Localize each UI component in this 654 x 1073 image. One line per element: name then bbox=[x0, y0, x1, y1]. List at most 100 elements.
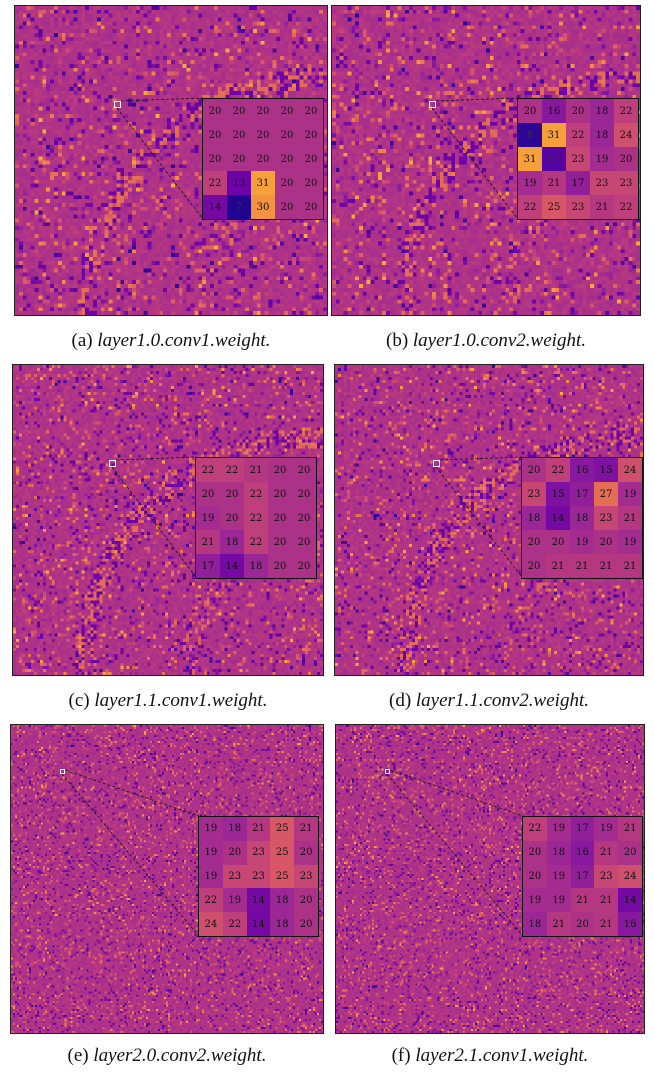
grid-cell: 20 bbox=[570, 912, 595, 936]
grid-cell: 21 bbox=[546, 554, 570, 578]
grid-cell: 19 bbox=[222, 888, 247, 913]
grid-cell: 19 bbox=[196, 506, 220, 530]
grid-cell: 19 bbox=[199, 864, 223, 889]
grid-cell: 22 bbox=[546, 458, 570, 482]
grid-cell: 20 bbox=[566, 99, 590, 123]
grid-cell: 20 bbox=[251, 99, 275, 123]
grid-cell: 20 bbox=[275, 195, 299, 219]
grid-cell: 25 bbox=[270, 840, 295, 865]
grid-cell: 19 bbox=[523, 888, 547, 913]
grid-cell: 18 bbox=[220, 530, 244, 554]
grid-cell: 19 bbox=[618, 530, 642, 554]
grid-cell: 21 bbox=[570, 554, 594, 578]
grid-cell: 20 bbox=[203, 123, 227, 147]
grid-cell: 21 bbox=[542, 171, 566, 195]
grid-cell: 20 bbox=[294, 888, 318, 913]
grid-cell: 20 bbox=[196, 482, 220, 506]
grid-cell: 14 bbox=[203, 195, 227, 219]
grid-cell: 20 bbox=[294, 840, 318, 865]
grid-cell: 30 bbox=[251, 195, 275, 219]
grid-cell: 22 bbox=[222, 912, 247, 936]
grid-cell: 20 bbox=[594, 530, 618, 554]
zoom-inset-grid-c: 22 22 21 20 20 20 20 22 20 20 19 20 22 20 20 21 18 22 20 20… bbox=[195, 457, 317, 579]
caption-label-c: (c) bbox=[68, 690, 90, 711]
grid-cell: 20 bbox=[292, 482, 316, 506]
grid-cell: 20 bbox=[299, 171, 323, 195]
zoom-inset-grid-a: 20 20 20 20 20 20 20 20 20 20 20 20 20 20 20 22 13 31 20 20… bbox=[202, 98, 324, 220]
grid-cell: 23 bbox=[522, 482, 546, 506]
grid-cell: 18 bbox=[270, 912, 295, 936]
grid-cell: 19 bbox=[570, 530, 594, 554]
grid-cell: 25 bbox=[270, 817, 295, 841]
grid-cell: 25 bbox=[542, 195, 566, 219]
grid-cell: 20 bbox=[227, 99, 251, 123]
grid-cell: 22 bbox=[244, 530, 268, 554]
grid-cell: 20 bbox=[292, 530, 316, 554]
caption-name-a: layer1.0.conv1.weight. bbox=[97, 330, 271, 351]
grid-cell: 21 bbox=[590, 195, 614, 219]
caption-label-a: (a) bbox=[71, 330, 93, 351]
grid-cell: 19 bbox=[590, 147, 614, 171]
caption-name-d: layer1.1.conv2.weight. bbox=[415, 690, 589, 711]
grid-cell: 23 bbox=[566, 147, 590, 171]
grid-cell: 22 bbox=[220, 458, 244, 482]
grid-cell: 18 bbox=[522, 506, 546, 530]
grid-cell: 19 bbox=[618, 482, 642, 506]
grid-cell: 17 bbox=[566, 171, 590, 195]
grid-cell: 21 bbox=[594, 840, 619, 865]
grid-cell: 20 bbox=[220, 482, 244, 506]
caption-a: (a) layer1.0.conv1.weight. bbox=[14, 330, 328, 352]
grid-cell: 20 bbox=[294, 912, 318, 936]
grid-cell: 20 bbox=[299, 195, 323, 219]
grid-cell: 22 bbox=[614, 99, 638, 123]
zoom-inset-grid-f: 22 19 17 19 21 20 18 16 21 20 20 19 17 23 24 19 19 21 21 14… bbox=[522, 816, 643, 937]
grid-cell: 20 bbox=[292, 458, 316, 482]
grid-cell: 20 bbox=[222, 840, 247, 865]
grid-cell: 21 bbox=[246, 817, 271, 841]
grid-cell: 20 bbox=[268, 458, 292, 482]
grid-cell: 18 bbox=[244, 554, 268, 578]
grid-cell: 24 bbox=[199, 912, 223, 936]
grid-cell: 18 bbox=[222, 817, 247, 841]
grid-cell: 21 bbox=[546, 912, 571, 936]
grid-cell: 14 bbox=[618, 888, 642, 913]
grid-cell: 20 bbox=[275, 123, 299, 147]
grid-cell: 25 bbox=[270, 864, 295, 889]
grid-cell: 21 bbox=[594, 888, 619, 913]
grid-cell: 22 bbox=[614, 195, 638, 219]
grid-cell: 23 bbox=[590, 171, 614, 195]
grid-cell: 20 bbox=[268, 482, 292, 506]
grid-cell: 21 bbox=[618, 554, 642, 578]
grid-cell: 19 bbox=[594, 817, 619, 841]
grid-cell: 27 bbox=[594, 482, 618, 506]
grid-cell: 31 bbox=[542, 123, 566, 147]
caption-label-b: (b) bbox=[386, 330, 409, 351]
grid-cell: 19 bbox=[199, 817, 223, 841]
caption-e: (e) layer2.0.conv2.weight. bbox=[10, 1045, 324, 1067]
grid-cell: 14 bbox=[246, 912, 271, 936]
grid-cell: 20 bbox=[227, 123, 251, 147]
grid-cell: 18 bbox=[590, 123, 614, 147]
grid-cell: 18 bbox=[590, 99, 614, 123]
grid-cell: 17 bbox=[570, 817, 595, 841]
grid-cell: 31 bbox=[518, 147, 542, 171]
grid-cell: 22 bbox=[199, 888, 223, 913]
grid-cell: 19 bbox=[546, 817, 571, 841]
grid-cell: 24 bbox=[618, 458, 642, 482]
grid-cell: 20 bbox=[546, 530, 570, 554]
grid-cell: 7 bbox=[227, 195, 251, 219]
grid-cell: 21 bbox=[594, 912, 619, 936]
grid-cell: 16 bbox=[542, 99, 566, 123]
grid-cell: 20 bbox=[523, 840, 547, 865]
grid-cell: 23 bbox=[594, 864, 619, 889]
grid-cell: 22 bbox=[196, 458, 220, 482]
zoom-selection-box-f bbox=[385, 769, 390, 774]
grid-cell: 20 bbox=[275, 99, 299, 123]
grid-cell: 22 bbox=[244, 506, 268, 530]
zoom-selection-box-e bbox=[60, 769, 65, 774]
grid-cell: 21 bbox=[594, 554, 618, 578]
caption-d: (d) layer1.1.conv2.weight. bbox=[334, 690, 644, 712]
grid-cell: 17 bbox=[196, 554, 220, 578]
grid-cell: 20 bbox=[299, 99, 323, 123]
grid-cell: 19 bbox=[546, 888, 571, 913]
